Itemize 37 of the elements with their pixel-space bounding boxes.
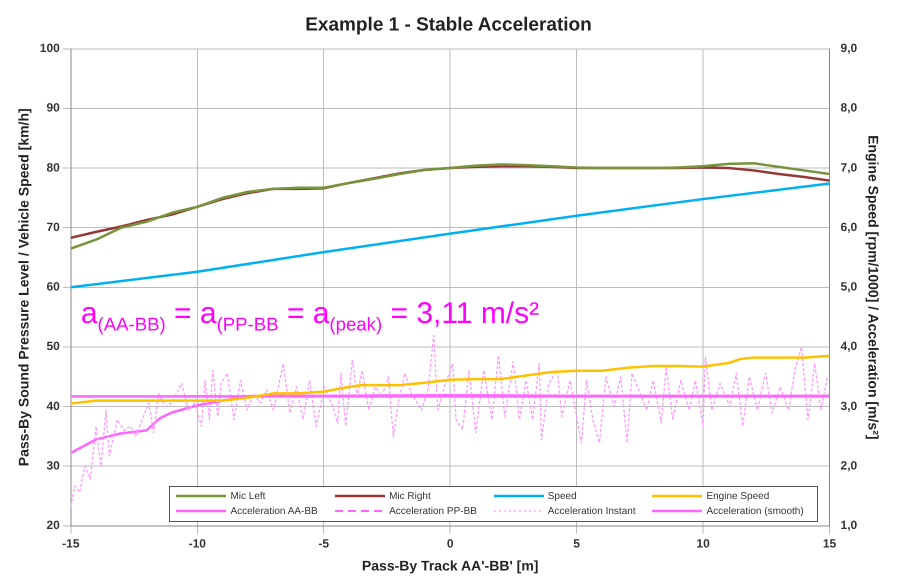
legend-label: Mic Left <box>230 490 266 502</box>
x-tick-label: 0 <box>446 536 454 550</box>
y2-tick-label: 4,0 <box>840 339 858 354</box>
y2-tick-label: 7,0 <box>840 160 858 174</box>
legend-label: Speed <box>548 490 577 502</box>
y-tick-label: 30 <box>46 458 60 472</box>
y-tick-label: 20 <box>46 518 60 532</box>
y-tick-label: 70 <box>46 220 60 234</box>
x-tick-label: 15 <box>822 536 837 550</box>
y-tick-label: 100 <box>40 41 60 56</box>
x-tick-label: 5 <box>573 536 580 550</box>
legend-label: Acceleration PP-BB <box>389 506 477 517</box>
x-tick-label: 10 <box>696 536 710 550</box>
y2-tick-label: 1,0 <box>840 518 858 532</box>
x-tick-label: -15 <box>62 536 80 550</box>
x-axis-title: Pass-By Track AA'-BB' [m] <box>362 557 538 574</box>
chart-title: Example 1 - Stable Acceleration <box>305 14 592 36</box>
legend-label: Engine Speed <box>706 490 770 502</box>
y2-tick-label: 6,0 <box>840 220 858 234</box>
y-tick-label: 60 <box>46 280 60 294</box>
legend-label: Acceleration (smooth) <box>706 506 804 517</box>
y2-tick-label: 9,0 <box>840 41 858 56</box>
legend-label: Mic Right <box>389 490 431 502</box>
y2-tick-label: 8,0 <box>840 100 858 115</box>
legend-label: Acceleration Instant <box>548 506 636 517</box>
legend-label: Acceleration AA-BB <box>230 506 318 517</box>
x-tick-label: -10 <box>188 536 206 550</box>
y-tick-label: 90 <box>46 100 60 115</box>
y2-tick-label: 2,0 <box>840 458 858 472</box>
y-tick-label: 40 <box>46 398 60 413</box>
y2-axis-title: Engine Speed [rpm/1000] / Acceleration [m/s²] <box>866 135 882 440</box>
y-axis-title: Pass-By Sound Pressure Level / Vehicle Speed [km/h] <box>15 108 32 466</box>
y2-tick-label: 3,0 <box>840 398 858 413</box>
y-tick-label: 50 <box>46 339 60 354</box>
y2-tick-label: 5,0 <box>840 280 858 294</box>
x-tick-label: -5 <box>318 536 330 550</box>
y-tick-label: 80 <box>46 160 60 174</box>
